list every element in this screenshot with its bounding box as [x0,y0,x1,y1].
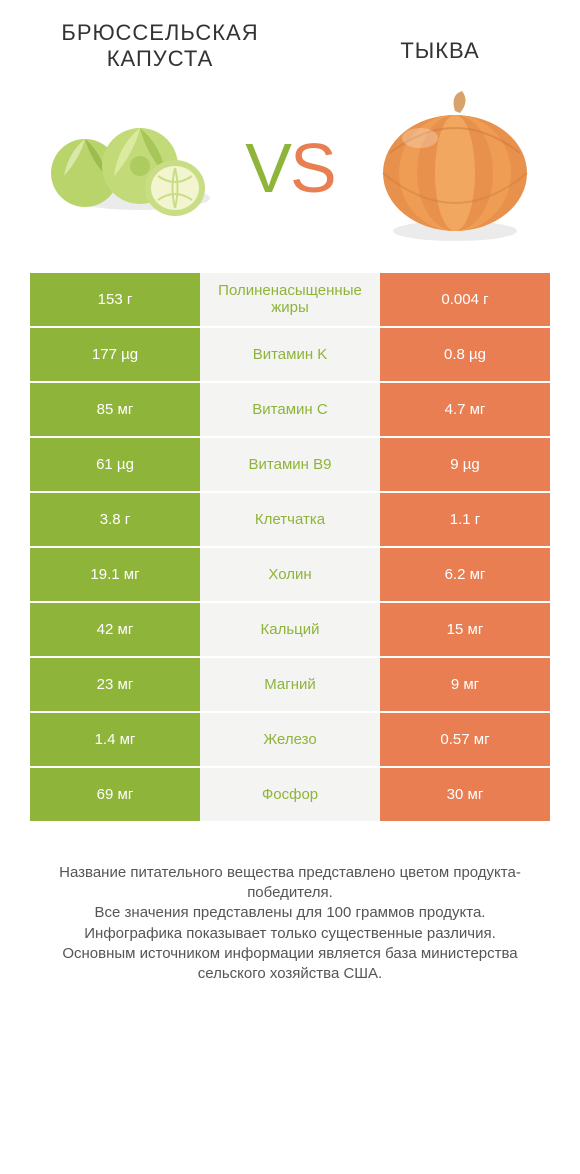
brussels-sprouts-icon [30,98,210,238]
right-value: 15 мг [380,603,550,656]
right-value: 0.004 г [380,273,550,326]
pumpkin-icon [370,83,540,253]
table-row: 61 µgВитамин B99 µg [30,438,550,493]
vs-v: V [245,129,290,207]
left-value: 153 г [30,273,200,326]
left-value: 23 мг [30,658,200,711]
left-value: 1.4 мг [30,713,200,766]
footer-line: Название питательного вещества представл… [30,863,550,904]
left-value: 85 мг [30,383,200,436]
nutrient-label: Клетчатка [200,493,380,546]
nutrient-label: Витамин K [200,328,380,381]
table-row: 3.8 гКлетчатка1.1 г [30,493,550,548]
vs-label: VS [245,128,334,208]
right-product-title: ТЫКВА [360,20,520,64]
left-value: 3.8 г [30,493,200,546]
nutrient-label: Кальций [200,603,380,656]
nutrient-label: Магний [200,658,380,711]
table-row: 85 мгВитамин C4.7 мг [30,383,550,438]
footer-line: Основным источником информации является … [30,944,550,985]
right-value: 0.57 мг [380,713,550,766]
nutrient-label: Железо [200,713,380,766]
left-value: 19.1 мг [30,548,200,601]
left-value: 69 мг [30,768,200,821]
nutrient-label: Фосфор [200,768,380,821]
footer-line: Все значения представлены для 100 граммо… [30,903,550,923]
right-value: 4.7 мг [380,383,550,436]
left-value: 177 µg [30,328,200,381]
right-value: 30 мг [380,768,550,821]
left-value: 42 мг [30,603,200,656]
left-value: 61 µg [30,438,200,491]
right-value: 9 мг [380,658,550,711]
table-row: 177 µgВитамин K0.8 µg [30,328,550,383]
nutrient-label: Полиненасыщенные жиры [200,273,380,326]
table-row: 69 мгФосфор30 мг [30,768,550,823]
right-value: 6.2 мг [380,548,550,601]
table-row: 23 мгМагний9 мг [30,658,550,713]
footer-notes: Название питательного вещества представл… [30,863,550,985]
left-product-title: БРЮССЕЛЬСКАЯ КАПУСТА [50,20,270,73]
images-row: VS [0,83,580,273]
nutrient-label: Витамин B9 [200,438,380,491]
comparison-table: 153 гПолиненасыщенные жиры0.004 г177 µgВ… [30,273,550,823]
table-row: 19.1 мгХолин6.2 мг [30,548,550,603]
right-value: 9 µg [380,438,550,491]
nutrient-label: Холин [200,548,380,601]
vs-s: S [290,129,335,207]
header: БРЮССЕЛЬСКАЯ КАПУСТА ТЫКВА [0,0,580,83]
right-value: 1.1 г [380,493,550,546]
table-row: 153 гПолиненасыщенные жиры0.004 г [30,273,550,328]
footer-line: Инфографика показывает только существенн… [30,924,550,944]
table-row: 42 мгКальций15 мг [30,603,550,658]
table-row: 1.4 мгЖелезо0.57 мг [30,713,550,768]
right-value: 0.8 µg [380,328,550,381]
nutrient-label: Витамин C [200,383,380,436]
